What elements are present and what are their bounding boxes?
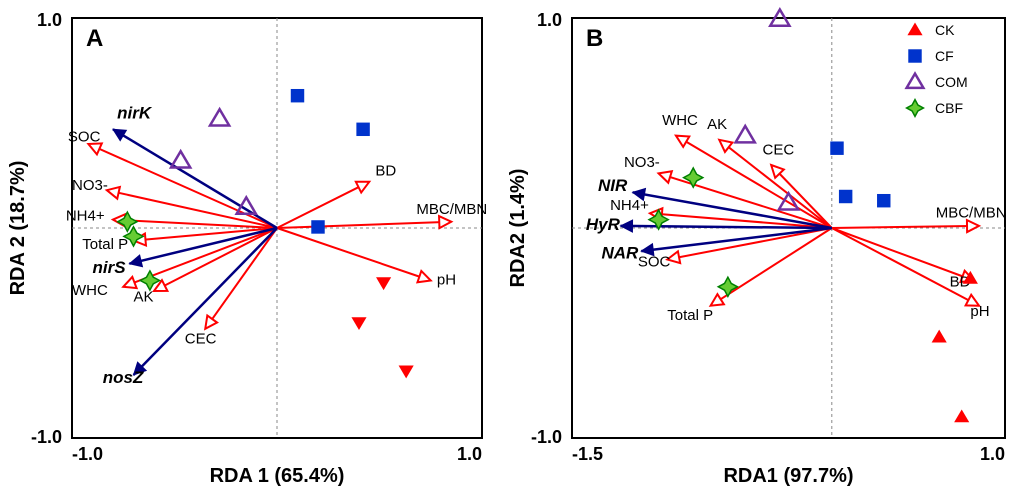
svg-text:CBF: CBF <box>935 100 963 116</box>
panel-a: -1.0 1.0 -1.0 1.0 RDA 1 (65.4%) RDA 2 (18.7%)… <box>0 0 500 500</box>
svg-text:CK: CK <box>935 22 955 38</box>
svg-text:AK: AK <box>707 116 727 133</box>
svg-text:CEC: CEC <box>185 330 217 347</box>
svg-text:-1.0: -1.0 <box>72 444 103 464</box>
svg-text:RDA 2 (18.7%): RDA 2 (18.7%) <box>7 161 29 296</box>
svg-text:AK: AK <box>134 288 154 305</box>
figure-container: -1.0 1.0 -1.0 1.0 RDA 1 (65.4%) RDA 2 (18.7%)… <box>0 0 1023 500</box>
svg-text:NIR: NIR <box>598 176 628 195</box>
svg-text:Total P: Total P <box>667 307 713 324</box>
panel-b-svg: -1.5 1.0 -1.0 1.0 RDA1 (97.7%) RDA2 (1.4%) B WH… <box>500 0 1023 500</box>
svg-text:CEC: CEC <box>763 141 795 158</box>
svg-text:nosZ: nosZ <box>103 368 144 387</box>
svg-text:-1.0: -1.0 <box>31 427 62 447</box>
svg-text:WHC: WHC <box>72 282 108 299</box>
svg-text:pH: pH <box>437 272 456 289</box>
svg-text:1.0: 1.0 <box>457 444 482 464</box>
svg-text:RDA1 (97.7%): RDA1 (97.7%) <box>723 465 853 487</box>
svg-text:SOC: SOC <box>68 129 101 146</box>
svg-text:nirS: nirS <box>93 258 127 277</box>
svg-text:NO3-: NO3- <box>624 154 660 171</box>
svg-text:CF: CF <box>935 48 954 64</box>
svg-text:-1.0: -1.0 <box>531 427 562 447</box>
svg-text:NO3-: NO3- <box>72 177 108 194</box>
svg-text:Total P: Total P <box>82 236 128 253</box>
svg-text:pH: pH <box>970 303 989 320</box>
svg-text:NH4+: NH4+ <box>66 207 105 224</box>
svg-text:MBC/MBN: MBC/MBN <box>416 201 487 218</box>
svg-text:RDA 1 (65.4%): RDA 1 (65.4%) <box>210 465 345 487</box>
svg-text:nirK: nirK <box>117 104 153 123</box>
svg-text:1.0: 1.0 <box>537 10 562 30</box>
svg-text:NAR: NAR <box>601 243 639 262</box>
svg-text:WHC: WHC <box>662 112 698 129</box>
svg-text:RDA2 (1.4%): RDA2 (1.4%) <box>507 169 529 288</box>
svg-text:HyR: HyR <box>586 215 621 234</box>
panel-a-svg: -1.0 1.0 -1.0 1.0 RDA 1 (65.4%) RDA 2 (18.7%)… <box>0 0 500 500</box>
panel-b: -1.5 1.0 -1.0 1.0 RDA1 (97.7%) RDA2 (1.4%) B WH… <box>500 0 1023 500</box>
svg-text:-1.5: -1.5 <box>572 444 603 464</box>
svg-text:1.0: 1.0 <box>980 444 1005 464</box>
svg-text:BD: BD <box>375 162 396 179</box>
legend: CK CF COM CBF <box>907 22 968 116</box>
svg-text:A: A <box>86 25 103 52</box>
svg-text:B: B <box>586 25 603 52</box>
svg-text:1.0: 1.0 <box>37 10 62 30</box>
svg-text:MBC/MBN: MBC/MBN <box>936 204 1007 221</box>
svg-text:COM: COM <box>935 74 968 90</box>
